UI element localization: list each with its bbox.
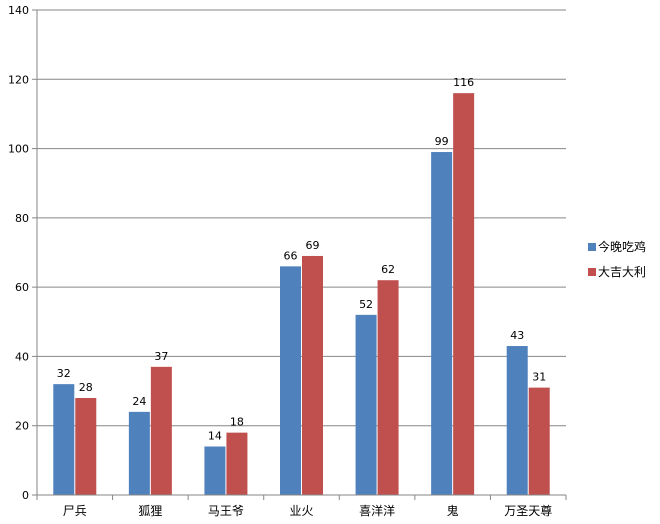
- gridlines: [37, 9, 566, 496]
- bar: [226, 432, 248, 495]
- data-label: 66: [284, 249, 298, 262]
- data-label: 31: [532, 371, 546, 384]
- x-tick-label: 狐狸: [138, 504, 162, 518]
- bar: [280, 266, 301, 495]
- x-tick-label: 喜洋洋: [359, 503, 395, 518]
- y-tick-label: 120: [8, 73, 29, 86]
- bar: [506, 346, 528, 495]
- y-tick-label: 100: [8, 143, 29, 156]
- y-tick-label: 80: [15, 212, 29, 225]
- bar: [431, 152, 453, 496]
- bar: [355, 314, 377, 495]
- y-tick-label: 40: [15, 350, 29, 363]
- legend-label: 今晚吃鸡: [598, 239, 646, 254]
- bar: [528, 387, 550, 495]
- data-label: 32: [57, 367, 71, 380]
- y-tick-label: 0: [22, 489, 29, 502]
- data-label: 37: [154, 350, 168, 363]
- x-tick-label: 鬼: [447, 503, 459, 518]
- x-tick-label: 尸兵: [63, 504, 87, 518]
- bar: [53, 384, 75, 495]
- y-tick-label: 140: [8, 4, 29, 17]
- data-label: 116: [453, 76, 474, 89]
- y-tick-label: 60: [15, 281, 29, 294]
- bar: [204, 446, 226, 495]
- legend-swatch: [588, 268, 596, 276]
- data-label: 24: [132, 395, 146, 408]
- x-tick-label: 业火: [289, 504, 313, 518]
- x-tick-label: 马王爷: [208, 504, 244, 518]
- data-label: 99: [435, 135, 449, 148]
- bar: [75, 398, 97, 495]
- bar: [377, 280, 399, 495]
- bar: [150, 366, 172, 495]
- y-tick-label: 20: [15, 420, 29, 433]
- data-label: 62: [381, 263, 395, 276]
- legend-swatch: [588, 243, 596, 251]
- bars: 32 28 24 37 14 18 66 69 52 62 99 116 43 31: [53, 76, 550, 496]
- x-tick-label: 万圣天尊: [504, 503, 552, 518]
- data-label: 52: [359, 298, 373, 311]
- data-label: 69: [306, 239, 320, 252]
- bar: [128, 411, 150, 495]
- data-label: 28: [79, 381, 93, 394]
- bar: [302, 255, 323, 495]
- bar: [453, 93, 475, 496]
- legend-label: 大吉大利: [598, 265, 646, 279]
- data-label: 18: [230, 416, 244, 429]
- x-axis: 尸兵 狐狸 马王爷 业火 喜洋洋 鬼 万圣天尊: [36, 494, 567, 518]
- data-label: 43: [510, 329, 524, 342]
- y-axis: 0 20 40 60 80 100 120 140: [8, 4, 38, 502]
- data-label: 14: [208, 430, 222, 443]
